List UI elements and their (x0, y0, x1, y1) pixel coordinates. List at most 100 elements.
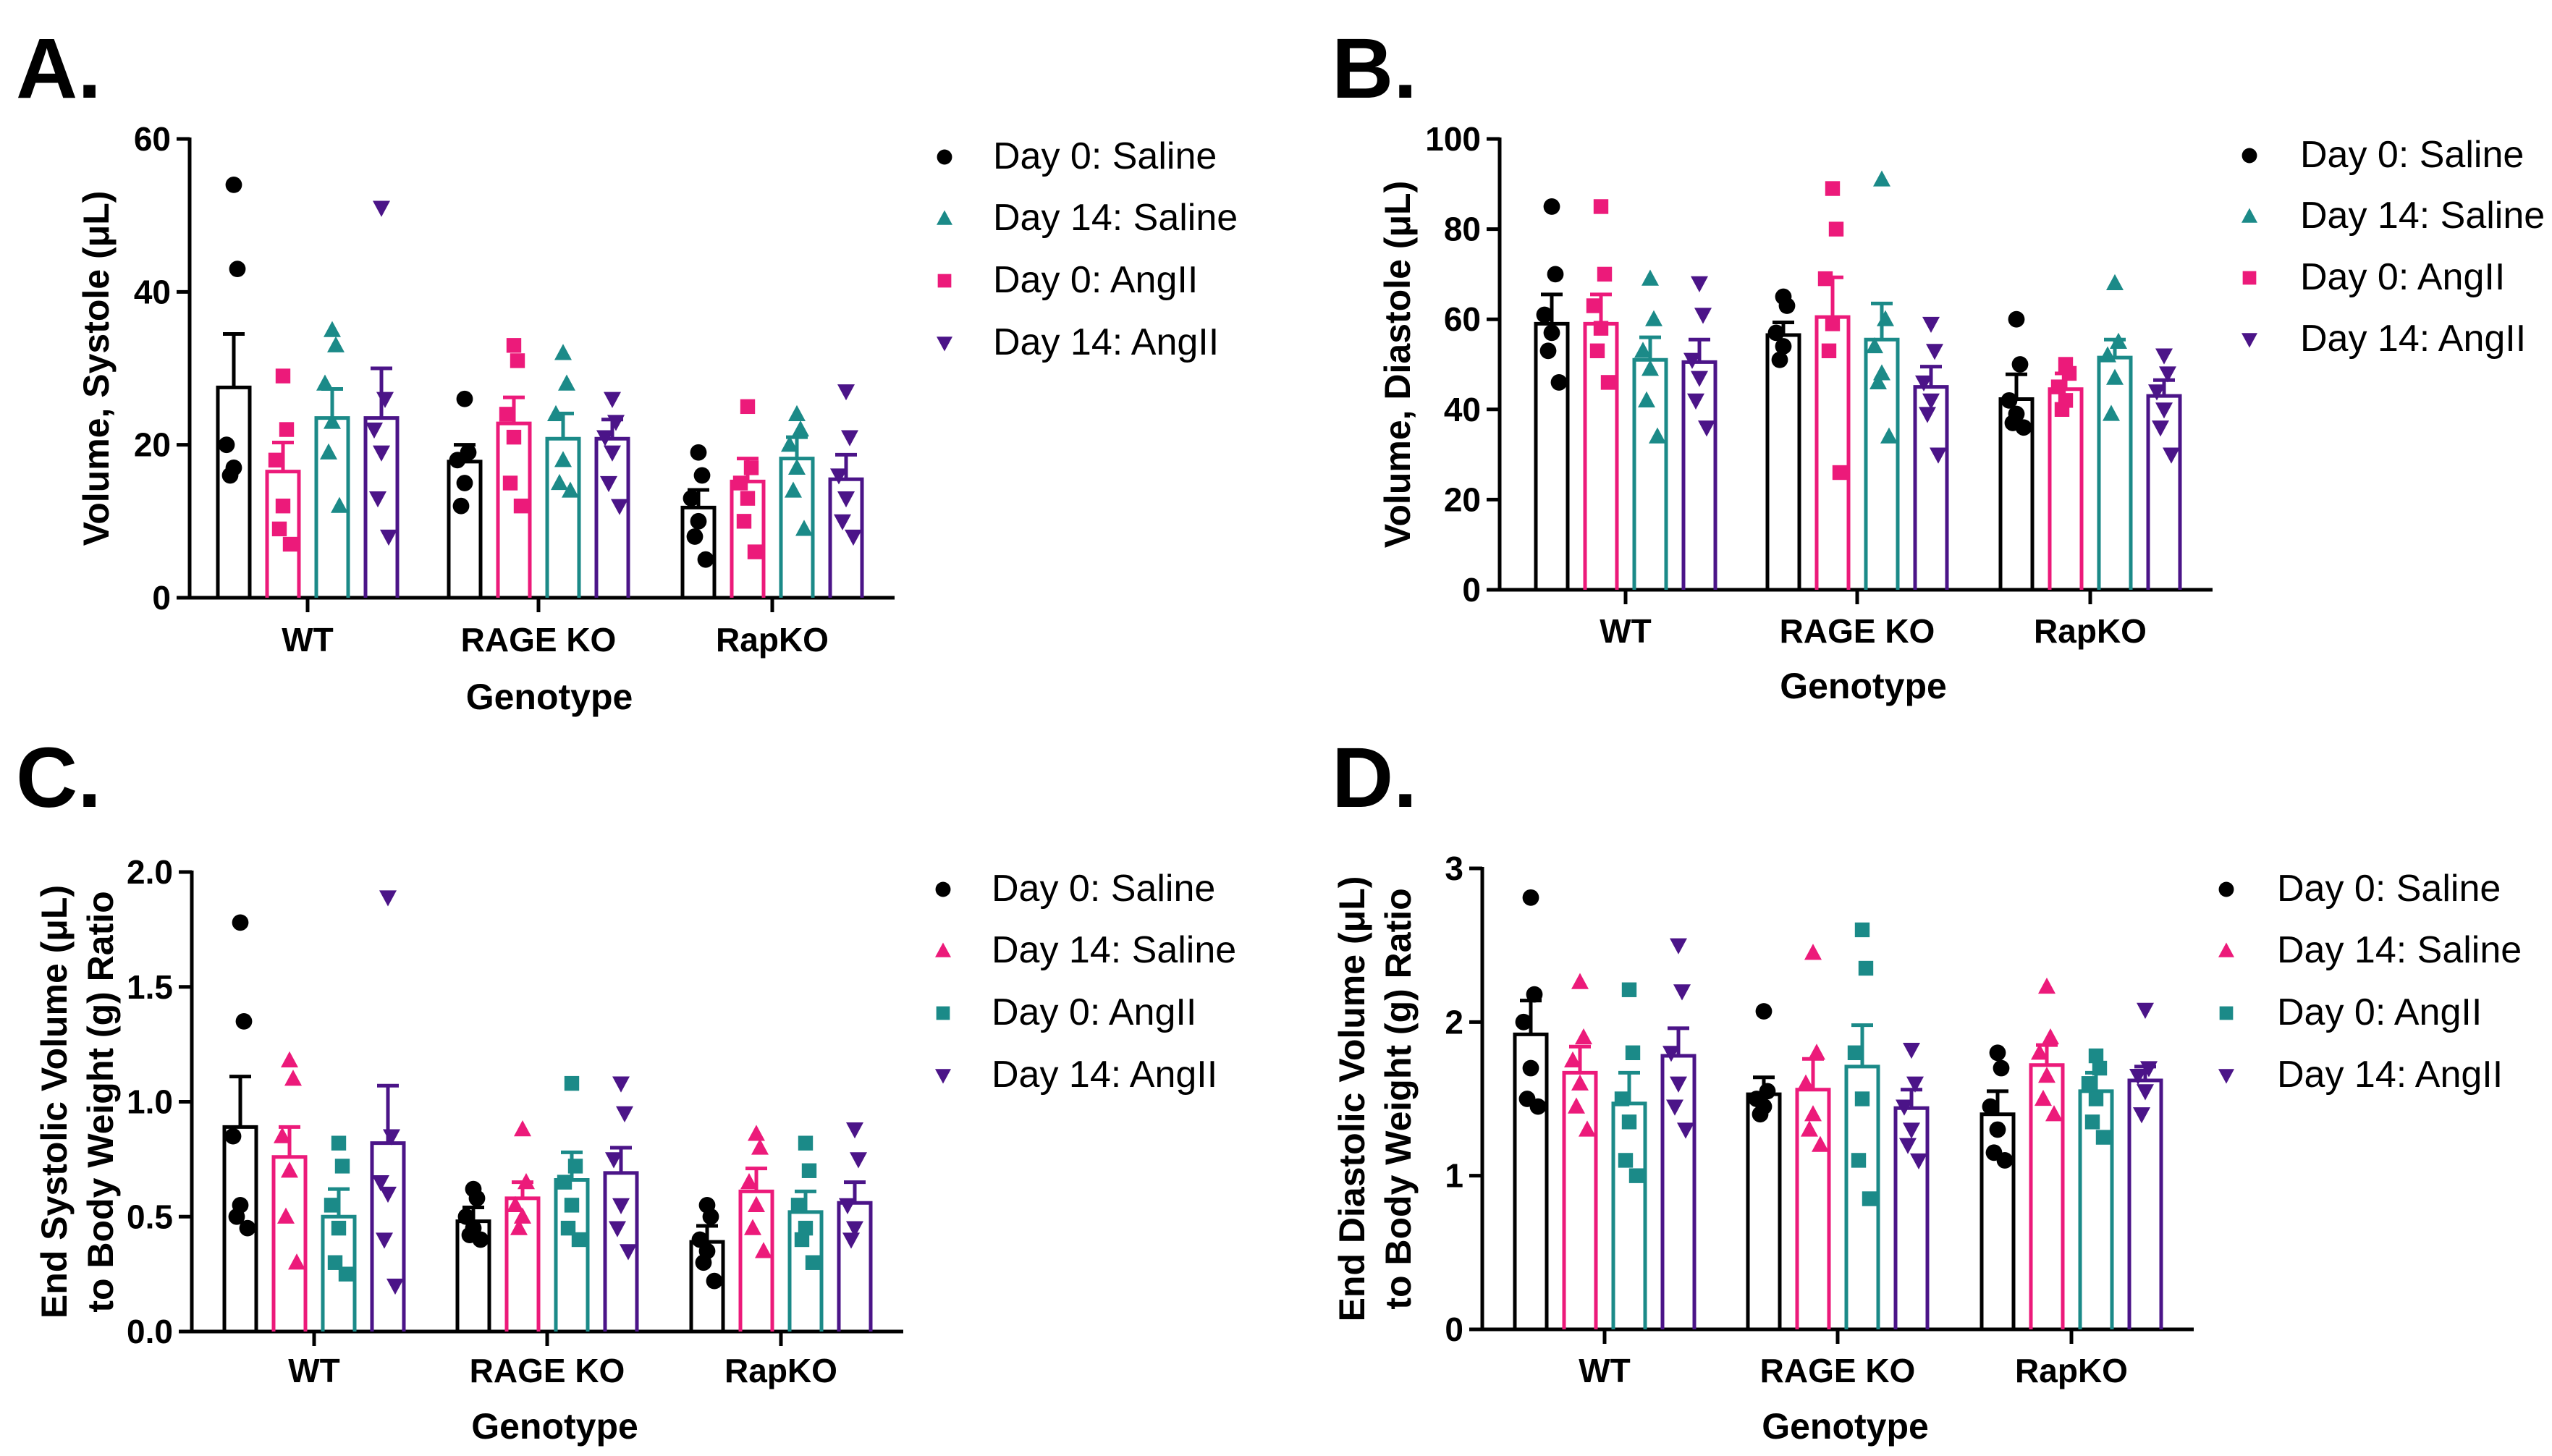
data-point (1775, 338, 1792, 355)
data-point (2088, 1091, 2104, 1106)
bar (1632, 357, 1668, 590)
data-point (560, 1220, 576, 1236)
data-point (1568, 1097, 1585, 1114)
data-point (690, 444, 707, 461)
data-point (697, 551, 714, 568)
data-point (472, 1231, 489, 1248)
y-tick-label: 100 (1425, 120, 1481, 158)
bar (1534, 321, 1570, 590)
y-axis-title: End Diastolic Volume (μL) (1332, 876, 1372, 1322)
y-tick-label: 0.0 (127, 1313, 173, 1350)
x-tick-label: RAGE KO (461, 621, 617, 659)
data-point (1755, 1003, 1773, 1020)
data-point (510, 1219, 528, 1235)
data-point (1804, 944, 1822, 960)
bar (1746, 1092, 1782, 1329)
data-point (229, 261, 246, 278)
y-tick-label: 60 (1444, 300, 1481, 338)
data-point (281, 1051, 298, 1067)
x-tick-label: WT (1600, 612, 1652, 650)
data-point (736, 514, 752, 529)
data-point (1642, 269, 1659, 286)
data-point (379, 890, 397, 907)
data-point (327, 336, 345, 352)
x-tick-label: RAGE KO (470, 1352, 625, 1389)
data-point (609, 1221, 626, 1237)
data-point (1832, 465, 1848, 481)
legend-label: Day 0: Saline (2300, 134, 2524, 176)
legend-marker (2242, 333, 2257, 348)
data-point (369, 491, 386, 508)
data-point (274, 1127, 291, 1143)
data-point (616, 1106, 633, 1122)
data-point (1930, 447, 1947, 464)
data-point (235, 1012, 253, 1030)
legend-marker (935, 1069, 951, 1084)
legend-label: Day 14: AngII (992, 1054, 1217, 1096)
data-point (1543, 198, 1560, 215)
data-point (228, 1208, 245, 1225)
data-point (1621, 1114, 1637, 1130)
data-point (1996, 1152, 2014, 1169)
data-point (1989, 1044, 2006, 1062)
data-point (1579, 1120, 1596, 1137)
data-point (2092, 1060, 2108, 1076)
bar (2029, 1063, 2065, 1329)
data-point (788, 458, 806, 475)
bar (363, 416, 400, 598)
x-tick-label: RapKO (716, 621, 829, 659)
data-point (468, 1190, 486, 1207)
y-tick-label: 2 (1445, 1003, 1463, 1041)
legend-label: Day 0: Saline (2277, 868, 2501, 910)
data-point (2038, 977, 2055, 994)
x-tick-label: RapKO (2015, 1352, 2128, 1389)
data-point (1821, 343, 1837, 359)
data-point (320, 443, 337, 460)
data-point (798, 1220, 814, 1236)
data-point (2137, 1084, 2154, 1101)
legend-marker (937, 210, 952, 225)
data-point (1522, 889, 1539, 906)
bar (1795, 1088, 1831, 1329)
data-point (706, 1272, 723, 1290)
bar (1583, 321, 1619, 590)
data-point (747, 544, 763, 559)
data-point (1586, 298, 1602, 313)
x-axis-title: Genotype (471, 1406, 638, 1447)
data-point (1910, 1153, 1927, 1170)
data-point (316, 374, 334, 391)
data-point (1899, 1138, 1917, 1154)
bar (1765, 333, 1801, 590)
data-point (2011, 356, 2029, 373)
data-point (744, 1219, 761, 1235)
data-point (510, 353, 525, 368)
data-point (366, 422, 383, 439)
legend-marker (2218, 1069, 2234, 1084)
data-point (850, 1152, 867, 1169)
data-point (1858, 960, 1874, 976)
legend-label: Day 0: Saline (992, 868, 1215, 910)
data-point (338, 1266, 354, 1282)
data-point (327, 1255, 343, 1270)
data-point (571, 1232, 587, 1248)
panel-label: D. (1332, 730, 1417, 826)
data-point (1536, 306, 1553, 323)
data-point (743, 460, 759, 475)
data-point (372, 1175, 389, 1192)
data-point (1752, 1106, 1769, 1123)
chart-panel-c: C. 0.0 0.5 1.0 1.5 2.0 WT RAGE KO RapKO Genotype E… (16, 730, 1236, 1447)
data-point (795, 520, 813, 536)
bar (779, 457, 815, 598)
data-point (514, 1207, 531, 1224)
data-point (732, 475, 748, 491)
data-point (1919, 407, 1936, 423)
bar (1513, 1032, 1549, 1329)
data-point (740, 1173, 758, 1190)
bar (738, 1189, 774, 1332)
legend-label: Day 14: Saline (2277, 929, 2522, 971)
data-point (1645, 310, 1662, 326)
data-point (567, 1159, 583, 1174)
data-point (1694, 308, 1712, 324)
data-point (562, 481, 579, 498)
data-point (1662, 1046, 1680, 1062)
